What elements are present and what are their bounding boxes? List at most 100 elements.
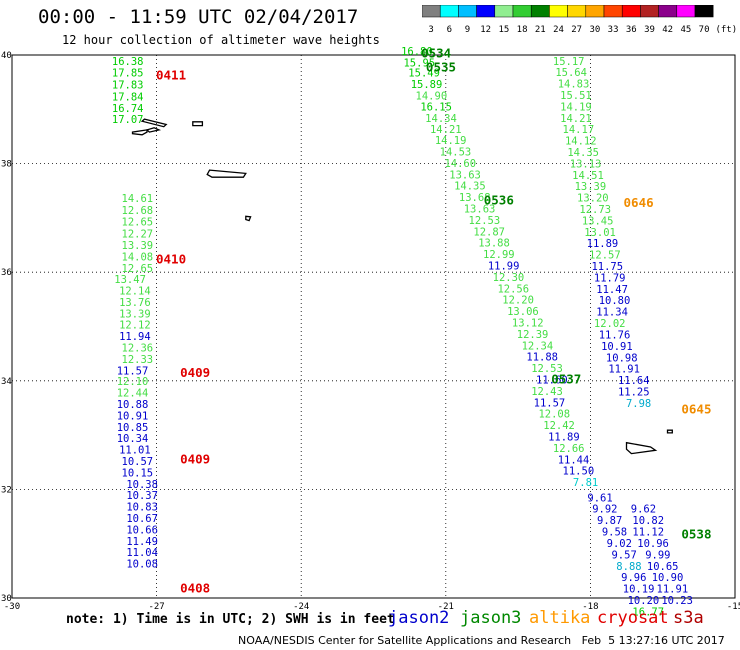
lon-tick-label: -24 <box>293 602 309 612</box>
wave-height-value: 9.87 <box>597 515 622 527</box>
wave-height-value: 14.60 <box>444 158 476 170</box>
wave-height-value: 8.88 <box>616 561 641 573</box>
color-scale-bar: 3 6 9 12 15 18 21 24 27 30 33 36 39 42 45 70 (ft) <box>422 5 737 35</box>
pass-time-label: 0408 <box>180 581 210 596</box>
colorbar-label: 33 <box>608 25 619 35</box>
pass-time-label: 0410 <box>156 252 186 267</box>
wave-height-value: 14.53 <box>440 146 472 158</box>
wave-height-value: 11.75 <box>591 261 623 273</box>
pass-time-label: 0411 <box>156 67 186 82</box>
lon-tick-label: -27 <box>148 602 164 612</box>
colorbar-label: 45 <box>680 25 691 35</box>
island-outline <box>140 118 168 128</box>
wave-height-value: 9.99 <box>645 549 670 561</box>
wave-height-value: 12.10 <box>117 376 149 388</box>
wave-height-value: 12.44 <box>117 388 149 400</box>
wave-height-value: 12.12 <box>119 320 151 332</box>
legend-s3a: s3a <box>673 608 704 628</box>
wave-height-value: 14.35 <box>567 147 599 159</box>
wave-height-value: 12.56 <box>497 283 529 295</box>
wave-height-value: 14.12 <box>565 136 597 148</box>
wave-height-value: 12.65 <box>122 217 154 229</box>
pass-time-label: 0538 <box>681 526 711 541</box>
wave-height-value: 12.99 <box>483 249 515 261</box>
wave-height-value: 12.42 <box>543 420 575 432</box>
wave-height-value: 10.85 <box>117 422 149 434</box>
wave-height-value: 11.49 <box>126 536 158 548</box>
wave-height-value: 10.65 <box>647 561 679 573</box>
wave-height-value: 16.15 <box>420 101 452 113</box>
lat-tick-label: 34 <box>1 377 12 387</box>
colorbar-label: 9 <box>465 25 470 35</box>
wave-height-value: 12.66 <box>553 443 585 455</box>
wave-height-value: 16.77 <box>632 606 664 618</box>
map-frame <box>11 54 736 599</box>
wave-height-value: 10.57 <box>122 456 154 468</box>
wave-height-value: 9.61 <box>587 492 612 504</box>
lon-tick-label: -15 <box>727 602 740 612</box>
wave-height-value: 12.87 <box>473 226 505 238</box>
wave-height-value: 12.08 <box>538 409 570 421</box>
wave-height-value: 9.92 <box>592 504 617 516</box>
wave-height-value: 11.01 <box>119 445 151 457</box>
pass-time-label: 0535 <box>426 59 456 74</box>
wave-height-value: 10.19 <box>623 584 655 596</box>
pass-time-label: 0534 <box>421 46 451 61</box>
wave-height-value: 15.51 <box>560 90 592 102</box>
colorbar-label: 27 <box>571 25 582 35</box>
colorbar-label: (ft) <box>715 25 737 35</box>
wave-height-value: 14.19 <box>560 101 592 113</box>
wave-height-value: 12.53 <box>469 215 501 227</box>
legend-cryosat: cryosat <box>597 608 669 628</box>
wave-height-value: 17.83 <box>112 80 144 92</box>
wave-height-value: 11.76 <box>599 329 631 341</box>
wave-height-value: 11.04 <box>126 547 158 559</box>
wave-height-value: 12.20 <box>502 295 534 307</box>
pass-time-label: 0645 <box>681 401 711 416</box>
colorbar-label: 30 <box>589 25 600 35</box>
wave-height-value: 13.20 <box>577 193 609 205</box>
wave-height-value: 14.90 <box>416 91 448 103</box>
units-note: note: 1) Time is in UTC; 2) SWH is in fe… <box>66 612 395 627</box>
wave-height-value: 12.57 <box>589 250 621 262</box>
wave-height-value: 13.47 <box>114 274 146 286</box>
wave-height-value: 10.98 <box>606 352 638 364</box>
wave-height-value: 11.12 <box>632 527 664 539</box>
wave-height-value: 10.96 <box>637 538 669 550</box>
wave-height-value: 11.44 <box>558 454 590 466</box>
legend-jason2: jason2 <box>388 608 450 628</box>
wave-height-value: 14.19 <box>435 135 467 147</box>
wave-height-value: 12.30 <box>493 272 525 284</box>
wave-height-value: 13.39 <box>575 181 607 193</box>
wave-height-value: 16.38 <box>112 56 144 68</box>
island-outline <box>131 129 148 136</box>
wave-height-value: 12.36 <box>122 342 154 354</box>
wave-height-value: 10.08 <box>126 559 158 571</box>
wave-height-value: 12.68 <box>122 205 154 217</box>
wave-height-value: 14.08 <box>122 251 154 263</box>
wave-height-value: 10.90 <box>652 572 684 584</box>
wave-height-value: 10.37 <box>126 490 158 502</box>
wave-height-value: 11.25 <box>618 386 650 398</box>
wave-height-value: 9.02 <box>607 538 632 550</box>
wave-height-value: 14.83 <box>558 79 590 91</box>
colorbar-label: 12 <box>480 25 491 35</box>
wave-height-value: 14.51 <box>572 170 604 182</box>
pass-time-label: 0409 <box>180 451 210 466</box>
wave-height-value: 17.84 <box>112 92 144 104</box>
wave-height-value: 15.95 <box>403 57 435 69</box>
wave-height-value: 15.49 <box>408 68 440 80</box>
credit-line: NOAA/NESDIS Center for Satellite Applica… <box>238 634 725 647</box>
wave-height-value: 13.88 <box>478 238 510 250</box>
wave-height-value: 11.34 <box>596 307 628 319</box>
legend-jason3: jason3 <box>460 608 522 628</box>
wave-height-value: 10.15 <box>122 467 154 479</box>
colorbar-label: 36 <box>626 25 637 35</box>
pass-time-label: 0646 <box>624 195 654 210</box>
wave-height-value: 11.94 <box>119 331 151 343</box>
wave-height-value: 7.81 <box>573 477 598 489</box>
wave-height-value: 13.45 <box>582 215 614 227</box>
wave-height-value: 13.76 <box>119 297 151 309</box>
pass-time-label: 0536 <box>484 192 514 207</box>
island-outline <box>192 121 204 127</box>
